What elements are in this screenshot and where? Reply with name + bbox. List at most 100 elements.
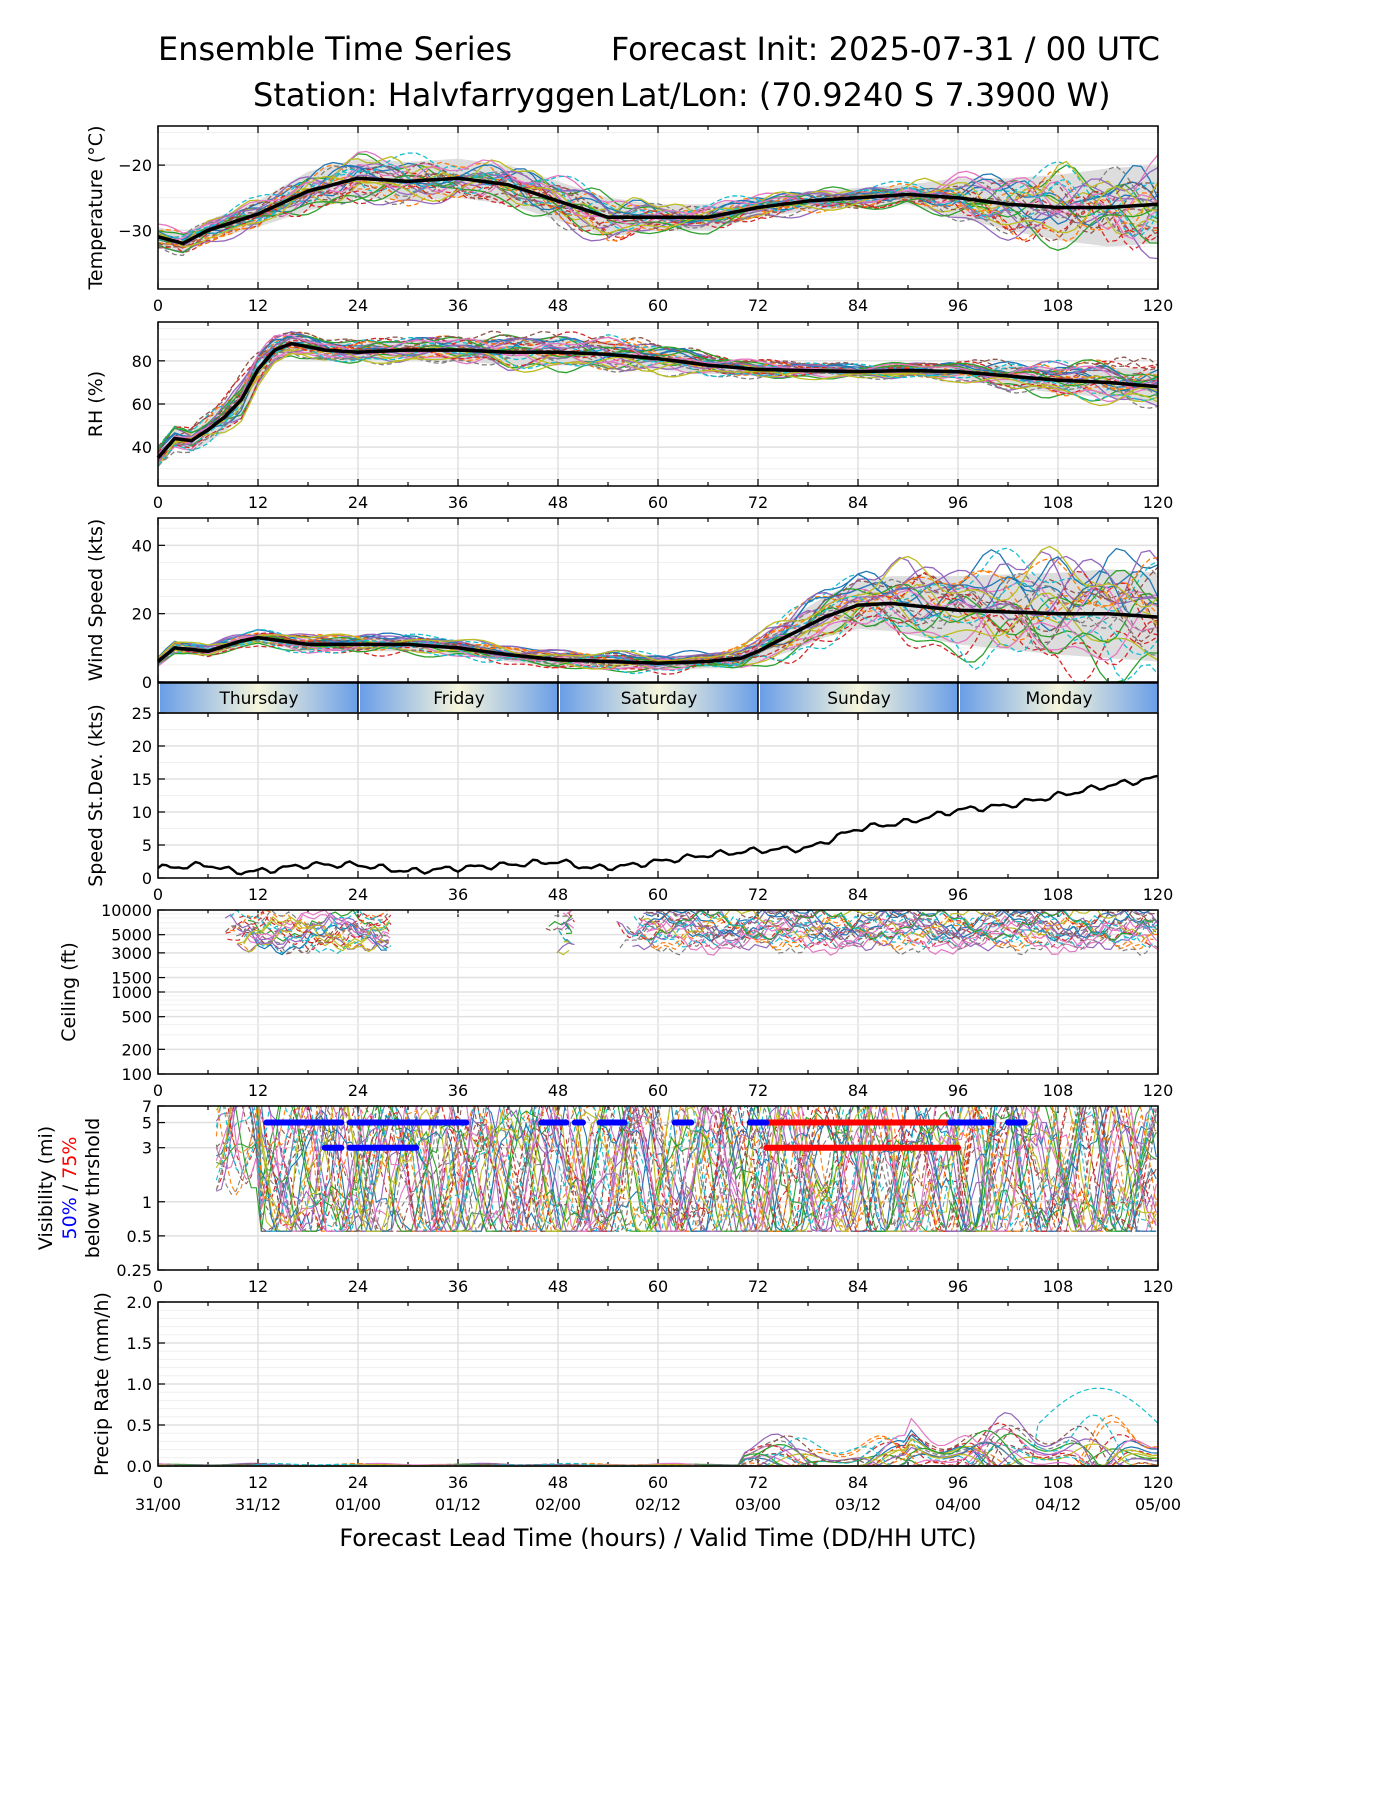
day-label: Saturday: [621, 689, 698, 709]
member-line: [248, 909, 390, 940]
member-line: [626, 909, 1158, 945]
x-tick-label: 0: [153, 493, 163, 512]
panel-border: [157, 1105, 1159, 1271]
day-cell: [160, 683, 358, 713]
x-tick-label: 48: [548, 296, 568, 315]
x-tick-label: 48: [548, 1081, 568, 1100]
mean-line: [157, 176, 1159, 246]
forecast-init: Forecast Init: 2025-07-31 / 00 UTC: [610, 30, 1160, 68]
y-tick-label: 5: [142, 1114, 152, 1133]
member-line: [643, 915, 1158, 949]
member-line: [568, 912, 575, 923]
valid-time-label: 01/12: [435, 1495, 481, 1514]
y-tick-label: 0.25: [116, 1261, 152, 1280]
y-tick-label: −20: [118, 156, 152, 175]
x-tick-label: 24: [348, 885, 368, 904]
x-axis-label: Forecast Lead Time (hours) / Valid Time …: [339, 1524, 976, 1552]
label-50pct: 50%: [59, 1197, 81, 1239]
member-line: [234, 1106, 1157, 1232]
panel-wind: 0 20 40 Wind Speed (kts): [85, 517, 1159, 692]
panel-visibility: 0.25 0.5 1 3 57 0 12 24 36 48 60 72 84 96 108 120 Visibi…: [35, 1097, 1173, 1296]
y-tick-label: 0.0: [127, 1457, 152, 1476]
y-tick-label: 3: [142, 1139, 152, 1158]
member-line: [215, 1106, 1151, 1232]
y-axis-label: Ceiling (ft): [58, 942, 80, 1042]
x-tick-label: 108: [1043, 493, 1074, 512]
member-line: [157, 150, 1159, 234]
member-line: [230, 1106, 1157, 1232]
panel-rh: 40 60 80 0 12 24 36 48 60 72 84 96 108 120 RH (%): [85, 321, 1173, 512]
x-tick-label: 48: [548, 1473, 568, 1492]
member-line: [239, 910, 392, 944]
panel-border: [157, 321, 1159, 487]
panel-temperature: −20 −30 0 12 24 36 48 60 72 84 96 108 120 Temperature…: [85, 125, 1173, 315]
y-axis-label: Visibility (mi): [35, 1126, 57, 1250]
y-tick-label: 0.5: [127, 1227, 152, 1246]
x-tick-label: 0: [153, 1277, 163, 1296]
y-axis-label: Temperature (°C): [85, 126, 107, 291]
panel-precip: 0.0 0.5 1.0 1.5 2.0 0 12 24 36 48 60 72 84 96 108 120 31…: [91, 1292, 1181, 1514]
member-line: [157, 345, 1159, 460]
member-line: [157, 167, 1159, 247]
member-line: [216, 1106, 1157, 1233]
x-tick-label: 60: [648, 1277, 668, 1296]
member-line: [626, 921, 1158, 956]
member-line: [562, 912, 570, 918]
x-tick-label: 60: [648, 1081, 668, 1100]
panel-border: [157, 712, 1159, 879]
y-tick-label: 0.5: [127, 1416, 152, 1435]
y-tick-label: 20: [132, 737, 152, 756]
member-line: [157, 165, 1159, 239]
x-tick-label: 108: [1043, 296, 1074, 315]
y-tick-label: 3000: [111, 944, 152, 963]
member-line: [215, 1106, 1157, 1233]
member-line: [215, 1106, 1157, 1233]
y-tick-label: 7: [142, 1097, 152, 1116]
member-line: [157, 545, 1159, 662]
y-tick-label: 15: [132, 770, 152, 789]
valid-time-label: 31/00: [135, 1495, 181, 1514]
member-line: [554, 909, 573, 917]
x-tick-label: 12: [248, 296, 268, 315]
x-tick-label: 108: [1043, 1473, 1074, 1492]
x-tick-label: 36: [448, 1473, 468, 1492]
member-line: [556, 942, 575, 954]
member-line: [157, 330, 1159, 448]
member-line: [641, 909, 1156, 939]
valid-time-label: 05/00: [1135, 1495, 1181, 1514]
x-tick-label: 60: [648, 1473, 668, 1492]
y-axis-label: Precip Rate (mm/h): [91, 1292, 113, 1476]
x-tick-label: 72: [748, 1081, 768, 1100]
member-line: [157, 164, 1159, 248]
y-tick-label: 1: [142, 1193, 152, 1212]
day-cell: [560, 683, 758, 713]
y-tick-label: 5000: [111, 926, 152, 945]
x-tick-label: 12: [248, 885, 268, 904]
member-line: [557, 949, 570, 956]
member-line: [230, 909, 389, 940]
x-tick-label: 84: [848, 1277, 868, 1296]
x-tick-label: 48: [548, 885, 568, 904]
member-line: [648, 909, 1157, 939]
y-tick-label: 0: [142, 673, 152, 692]
member-line: [157, 583, 1159, 671]
station-name: Station: Halvfarryggen: [253, 76, 616, 114]
x-tick-label: 84: [848, 1081, 868, 1100]
member-line: [157, 177, 1159, 249]
x-tick-label: 72: [748, 885, 768, 904]
x-tick-label: 0: [153, 885, 163, 904]
member-line: [222, 1106, 1156, 1233]
day-cell: [360, 683, 558, 713]
x-tick-label: 120: [1143, 1473, 1174, 1492]
y-tick-label: 0: [142, 869, 152, 888]
member-line: [225, 917, 390, 951]
member-line: [157, 570, 1159, 666]
day-label: Sunday: [827, 689, 891, 709]
y-axis-label-below: below thrshold: [82, 1118, 104, 1258]
valid-time-label: 04/12: [1035, 1495, 1081, 1514]
vis-members: [215, 1106, 1157, 1233]
x-tick-label: 12: [248, 1081, 268, 1100]
label-75pct: 75%: [59, 1137, 81, 1179]
